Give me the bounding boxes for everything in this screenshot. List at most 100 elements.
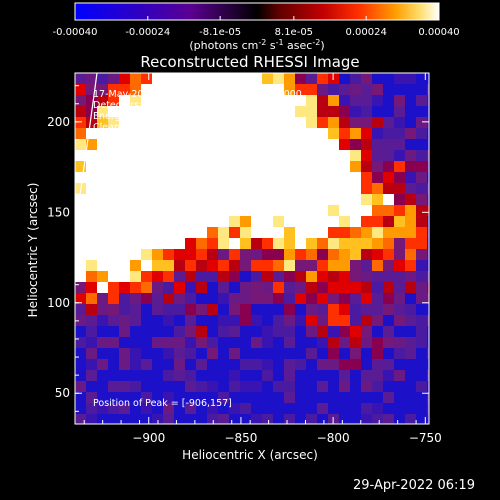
heatmap-cell [339,315,351,327]
heatmap-cell [86,183,98,195]
colorbar-tick-label: 0.00040 [418,27,459,38]
heatmap-cell [416,381,428,393]
heatmap-cell [218,216,230,228]
heatmap-cell [416,117,428,129]
heatmap-cell [185,271,197,283]
heatmap-cell [339,304,351,316]
heatmap-cell [273,348,285,360]
heatmap-cell [196,337,208,349]
heatmap-cell [350,117,362,129]
heatmap-cell [229,403,241,415]
heatmap-cell [75,172,87,184]
heatmap-cell [339,238,351,250]
heatmap-cell [75,293,87,305]
heatmap-cell [405,161,417,173]
heatmap-cell [119,194,131,206]
heatmap-cell [416,216,428,228]
heatmap-cell [295,337,307,349]
heatmap-cell [416,128,428,140]
heatmap-cell [317,84,329,96]
heatmap-cell [97,392,109,404]
heatmap-cell [152,381,164,393]
heatmap-cell [185,117,197,129]
heatmap-cell [339,194,351,206]
heatmap-cell [108,238,120,250]
heatmap-cell [262,260,274,272]
heatmap-cell [108,183,120,195]
heatmap-cell [394,326,406,338]
heatmap-cell [119,172,131,184]
heatmap-cell [207,95,219,107]
heatmap-cell [427,139,429,151]
heatmap-cell [284,260,296,272]
heatmap-cell [295,95,307,107]
heatmap-cell [372,194,384,206]
heatmap-cell [262,304,274,316]
x-tick-label: −800 [317,431,350,445]
heatmap-cell [416,315,428,327]
heatmap-cell [284,139,296,151]
heatmap-cell [97,73,109,85]
heatmap-cell [229,326,241,338]
heatmap-cell [207,359,219,371]
heatmap-cell [273,84,285,96]
heatmap-cell [372,106,384,118]
heatmap-cell [240,205,252,217]
heatmap-cell [240,315,252,327]
heatmap-cell [394,370,406,382]
heatmap-cell [306,249,318,261]
heatmap-cell [119,161,131,173]
heatmap-cell [295,172,307,184]
heatmap-cell [97,205,109,217]
heatmap-cell [108,106,120,118]
heatmap-cell [251,359,263,371]
heatmap-cell [262,139,274,151]
heatmap-cell [141,95,153,107]
heatmap-cell [119,183,131,195]
heatmap-cell [394,84,406,96]
heatmap-cell [284,249,296,261]
heatmap-cell [317,150,329,162]
heatmap-cell [394,238,406,250]
heatmap-cell [251,95,263,107]
heatmap-cell [141,249,153,261]
heatmap-cell [394,304,406,316]
heatmap-cell [317,249,329,261]
heatmap-cell [86,326,98,338]
heatmap-cell [229,194,241,206]
heatmap-cell [218,106,230,118]
heatmap-cell [207,150,219,162]
heatmap-cell [416,183,428,195]
heatmap-cell [273,293,285,305]
heatmap-cell [350,84,362,96]
heatmap-cell [218,128,230,140]
heatmap-cell [251,117,263,129]
colorbar-tick-label: 8.1e-05 [275,27,313,38]
heatmap-cell [86,205,98,217]
heatmap-cell [273,139,285,151]
heatmap-cell [130,337,142,349]
heatmap-cell [86,95,98,107]
annotation-energy-range: Energy Range: 25.0 - 50.0 keV [93,111,238,122]
heatmap-cell [185,73,197,85]
heatmap-cell [229,392,241,404]
heatmap-cell [273,260,285,272]
heatmap-cell [185,249,197,261]
heatmap-cell [240,150,252,162]
heatmap-cell [416,194,428,206]
heatmap-cell [196,282,208,294]
heatmap-cell [207,194,219,206]
y-tick-label: 150 [47,205,70,219]
heatmap-cell [350,315,362,327]
heatmap-cell [339,128,351,140]
heatmap-cell [306,95,318,107]
heatmap-cell [75,128,87,140]
heatmap-cell [350,403,362,415]
heatmap-cell [394,161,406,173]
heatmap-cell [240,326,252,338]
heatmap-cell [97,139,109,151]
heatmap-cell [328,315,340,327]
heatmap-cell [295,293,307,305]
heatmap-cell [383,304,395,316]
heatmap-cell [372,348,384,360]
